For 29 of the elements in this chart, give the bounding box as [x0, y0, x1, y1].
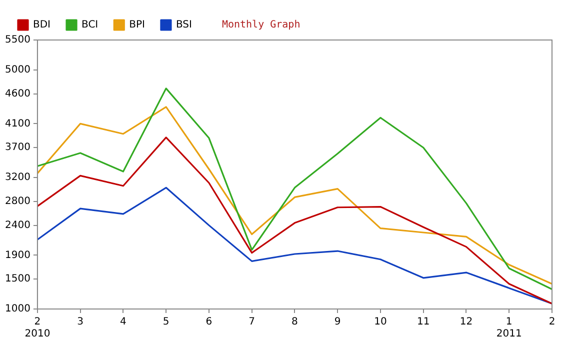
x-tick-label: 2 — [548, 316, 556, 328]
y-tick-label: 2400 — [4, 220, 30, 231]
y-tick-label: 1900 — [4, 250, 30, 261]
y-tick-label: 3700 — [4, 142, 30, 154]
x-tick-label: 10 — [374, 316, 387, 328]
x-tick-label: 7 — [248, 316, 256, 328]
y-tick-label: 5000 — [4, 64, 30, 76]
y-tick-label: 5500 — [4, 34, 30, 46]
y-tick-label: 3200 — [4, 172, 30, 184]
y-tick-label: 2800 — [4, 196, 30, 207]
x-tick-label: 2 2010 — [24, 316, 50, 340]
y-tick-label: 4100 — [4, 118, 30, 130]
y-tick-label: 1500 — [4, 274, 30, 285]
x-tick-label: 1 2011 — [496, 316, 522, 340]
legend-label: BPI — [129, 20, 145, 31]
x-tick-label: 5 — [162, 316, 170, 328]
legend-label: BSI — [176, 20, 192, 31]
x-tick-label: 9 — [334, 316, 341, 328]
chart-title: Monthly Graph — [222, 20, 300, 31]
legend-label: BDI — [33, 20, 51, 31]
x-tick-label: 6 — [206, 316, 212, 328]
y-tick-label: 1000 — [4, 304, 30, 315]
legend-label: BCI — [82, 20, 98, 31]
y-tick-label: 4600 — [4, 88, 30, 100]
x-tick-label: 8 — [292, 316, 298, 328]
x-tick-label: 3 — [77, 316, 84, 328]
x-tick-label: 11 — [416, 316, 430, 328]
x-tick-label: 12 — [460, 316, 473, 328]
x-tick-label: 4 — [120, 316, 126, 328]
